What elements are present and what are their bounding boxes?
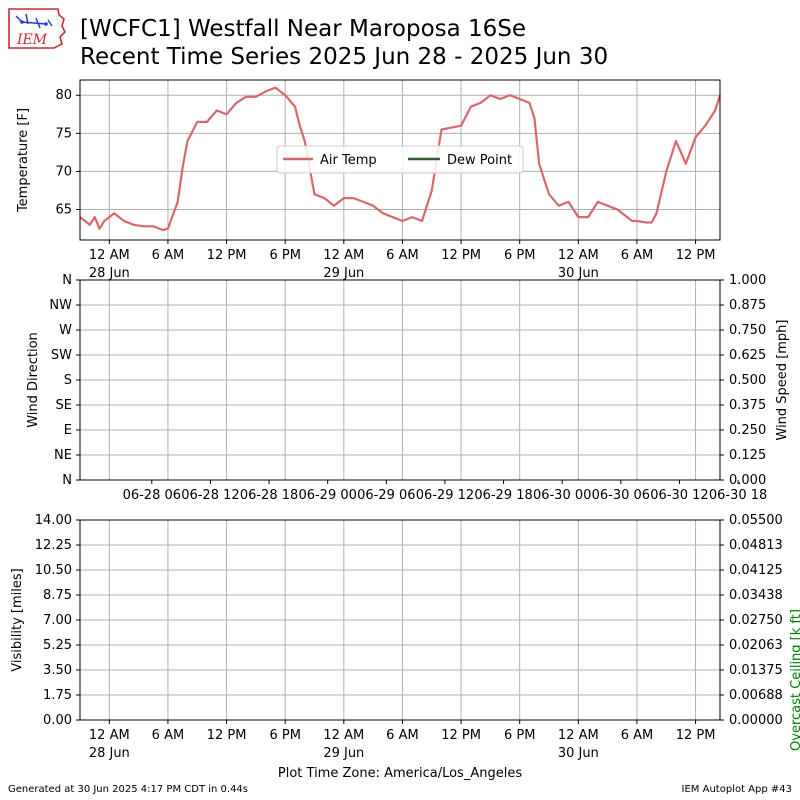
wind-x-tick-label: 06-30 12 [650,488,708,503]
wind-dir-tick-label: N [62,473,72,488]
ceiling-tick-label: 0.00000 [729,713,783,728]
wind-x-tick-label: 06-29 12 [416,488,474,503]
vis-x-tick-label: 12 AM [558,728,599,743]
wind-dir-tick-label: SW [51,348,72,363]
wind-speed-tick-label: 0.500 [729,373,766,388]
temp-x-tick-label: 6 PM [504,248,535,263]
ceiling-tick-label: 0.00688 [729,688,783,703]
temp-y-tick-label: 70 [55,164,72,179]
ceiling-tick-label: 0.01375 [729,663,783,678]
wind-dir-tick-label: N [62,273,72,288]
temp-x-tick-label: 12 AM [323,248,364,263]
wind-dir-tick-label: NE [54,448,72,463]
wind-x-tick-label: 06-30 18 [709,488,767,503]
vis-x-tick-label: 6 AM [152,728,185,743]
temp-x-tick-label: 12 PM [676,248,716,263]
temp-x-tick-label: 6 AM [621,248,654,263]
ceiling-tick-label: 0.02750 [729,613,783,628]
vis-x-tick-label: 12 PM [441,728,481,743]
chart-title-line1: [WCFC1] Westfall Near Maroposa 16Se [80,16,527,42]
wind-dir-tick-label: SE [56,398,72,413]
wind-x-tick-label: 06-30 00 [533,488,591,503]
temp-x-date-label: 29 Jun [323,266,364,281]
legend-box [276,145,524,174]
legend-dew-point-label: Dew Point [447,153,512,168]
temp-plot-frame [79,79,721,241]
temp-x-tick-label: 12 AM [558,248,599,263]
wind-speed-tick-label: 0.250 [729,423,766,438]
temp-x-tick-label: 12 AM [89,248,130,263]
wind-x-tick-label: 06-28 06 [123,488,181,503]
temp-x-date-label: 30 Jun [558,266,599,281]
vis-x-date-label: 29 Jun [323,746,364,761]
wind-speed-tick-label: 0.000 [729,473,766,488]
air-temp-line [79,86,722,232]
vis-x-tick-label: 6 AM [621,728,654,743]
wind-x-tick-label: 06-28 18 [240,488,298,503]
visibility-tick-label: 10.50 [35,563,72,578]
wind-speed-axis-label: Wind Speed [mph] [775,320,790,441]
visibility-tick-label: 3.50 [43,663,72,678]
svg-text:IEM: IEM [16,32,48,48]
temp-y-tick-label: 75 [55,126,72,141]
vis-x-date-label: 28 Jun [89,746,130,761]
temp-x-tick-label: 6 AM [152,248,185,263]
ceiling-tick-label: 0.05500 [729,513,783,528]
wind-x-tick-label: 06-29 00 [298,488,356,503]
vis-x-tick-label: 6 PM [504,728,535,743]
temp-y-axis-label: Temperature [F] [16,108,31,213]
vis-x-tick-label: 12 PM [676,728,716,743]
ceiling-axis-label: Overcast Ceiling [k ft] [789,609,800,751]
wind-dir-tick-label: NW [49,298,72,313]
wind-dir-tick-label: S [64,373,72,388]
temp-y-tick-label: 80 [55,88,72,103]
wind-speed-tick-label: 0.625 [729,348,766,363]
wind-speed-tick-label: 1.000 [729,273,766,288]
vis-x-tick-label: 12 AM [89,728,130,743]
vis-x-tick-label: 6 AM [386,728,419,743]
visibility-tick-label: 5.25 [43,638,72,653]
generated-timestamp: Generated at 30 Jun 2025 4:17 PM CDT in … [8,784,249,795]
ceiling-tick-label: 0.04813 [729,538,783,553]
wind-speed-tick-label: 0.875 [729,298,766,313]
time-zone-axis-label: Plot Time Zone: America/Los_Angeles [278,766,522,781]
ceiling-tick-label: 0.04125 [729,563,783,578]
visibility-tick-label: 0.00 [43,713,72,728]
wind-x-tick-label: 06-30 06 [592,488,650,503]
visibility-axis-label: Visibility [miles] [10,568,25,671]
ceiling-tick-label: 0.02063 [729,638,783,653]
temp-y-tick-label: 65 [55,203,72,218]
ceiling-tick-label: 0.03438 [729,588,783,603]
wind-x-tick-label: 06-28 12 [181,488,239,503]
visibility-tick-label: 1.75 [43,688,72,703]
visibility-tick-label: 8.75 [43,588,72,603]
chart-title-line2: Recent Time Series 2025 Jun 28 - 2025 Ju… [80,44,609,70]
wind-dir-tick-label: E [64,423,72,438]
iem-logo: IEM [8,8,66,49]
vis-x-tick-label: 12 PM [207,728,247,743]
visibility-tick-label: 7.00 [43,613,72,628]
wind-dir-tick-label: W [59,323,72,338]
wind-x-tick-label: 06-29 18 [474,488,532,503]
visibility-tick-label: 12.25 [35,538,72,553]
visibility-tick-label: 14.00 [35,513,72,528]
wind-plot-frame [79,279,721,481]
wind-speed-tick-label: 0.375 [729,398,766,413]
legend-air-temp-label: Air Temp [320,153,377,168]
vis-x-date-label: 30 Jun [558,746,599,761]
temp-x-tick-label: 12 PM [441,248,481,263]
vis-x-tick-label: 12 AM [323,728,364,743]
vis-plot-frame [79,519,721,721]
wind-speed-tick-label: 0.125 [729,448,766,463]
autoplot-app-label: IEM Autoplot App #43 [681,784,792,795]
temp-x-date-label: 28 Jun [89,266,130,281]
wind-x-tick-label: 06-29 06 [357,488,415,503]
temp-x-tick-label: 12 PM [207,248,247,263]
wind-speed-tick-label: 0.750 [729,323,766,338]
wind-dir-axis-label: Wind Direction [26,332,41,428]
vis-x-tick-label: 6 PM [269,728,300,743]
temp-x-tick-label: 6 PM [269,248,300,263]
temp-x-tick-label: 6 AM [386,248,419,263]
